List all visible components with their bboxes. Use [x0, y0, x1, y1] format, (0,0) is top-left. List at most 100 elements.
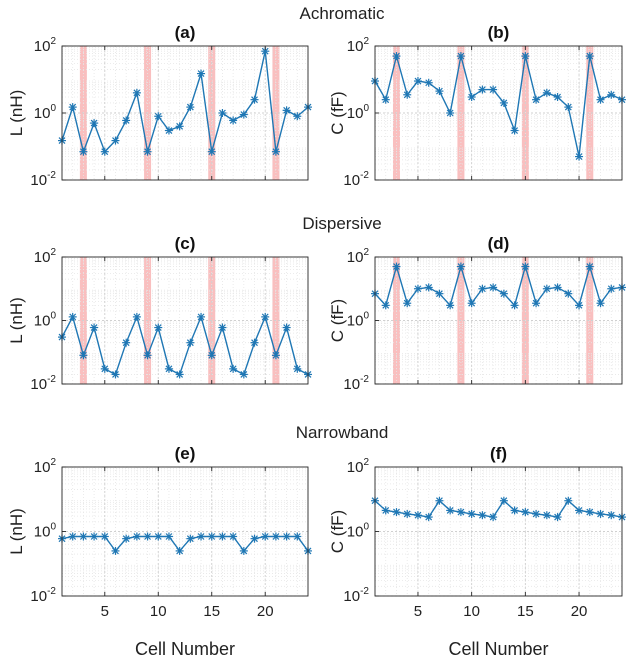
data-point [478, 85, 487, 94]
series-line [61, 51, 309, 155]
data-point [585, 52, 594, 61]
data-point [250, 534, 259, 543]
ytick-label: 100 [34, 103, 57, 122]
row-title: Dispersive [302, 214, 381, 233]
data-point [90, 119, 99, 128]
data-point [564, 103, 573, 112]
data-point [392, 262, 401, 271]
data-point [197, 312, 206, 321]
data-point [186, 103, 195, 112]
series-line [61, 314, 309, 376]
ylabel: L (nH) [7, 508, 26, 555]
data-point [261, 532, 270, 541]
data-point [154, 112, 163, 121]
panel-title: (d) [488, 234, 510, 253]
row-title: Achromatic [299, 4, 385, 23]
data-point [111, 546, 120, 555]
data-point [489, 85, 498, 94]
data-point [90, 323, 99, 332]
data-point [478, 284, 487, 293]
data-point [218, 109, 227, 117]
data-point [596, 95, 605, 104]
data-point [553, 283, 562, 292]
data-point [143, 351, 152, 360]
data-point [282, 106, 291, 115]
ytick-label: 100 [347, 103, 370, 122]
data-point [229, 364, 238, 373]
data-point [197, 69, 206, 78]
data-point [250, 338, 259, 347]
data-point [239, 110, 248, 119]
data-point [261, 312, 270, 321]
series-line [374, 53, 623, 157]
data-point [111, 370, 120, 379]
data-point [186, 338, 195, 347]
ytick-label: 102 [347, 457, 370, 476]
data-point [164, 126, 173, 135]
data-point [542, 511, 551, 520]
data-point [68, 103, 77, 112]
data-point [413, 284, 422, 293]
data-point [575, 506, 584, 515]
data-point [435, 87, 444, 96]
panel: 102 100 10-2 (b) C (fF) [328, 23, 626, 189]
data-point [154, 323, 163, 332]
data-point [132, 532, 141, 541]
data-point [564, 289, 573, 298]
data-point [392, 508, 401, 517]
xtick-label: 5 [101, 603, 109, 620]
data-point [239, 370, 248, 379]
panel: 102 100 10-2 (c) L (nH) [7, 234, 312, 393]
data-point [79, 147, 88, 156]
xtick-label: 15 [517, 603, 534, 620]
data-point [499, 496, 508, 505]
panel: 102 100 10-2 (a) L (nH) [7, 23, 312, 189]
data-point [446, 109, 455, 117]
ytick-label: 10-2 [30, 374, 56, 393]
ytick-label: 10-2 [343, 374, 369, 393]
ytick-label: 100 [347, 522, 370, 541]
data-point [596, 299, 605, 308]
data-point [143, 147, 152, 156]
data-point [403, 90, 412, 99]
data-point [542, 284, 551, 293]
ytick-label: 10-2 [343, 586, 369, 605]
ytick-label: 102 [34, 247, 57, 266]
data-point [532, 509, 541, 518]
data-point [68, 312, 77, 321]
data-point [510, 506, 519, 515]
data-point [467, 299, 476, 308]
data-point [413, 511, 422, 520]
data-point [100, 364, 109, 373]
xtick-label: 5 [414, 603, 422, 620]
data-point [392, 52, 401, 61]
data-point [532, 299, 541, 308]
data-point [424, 283, 433, 292]
data-point [413, 77, 422, 86]
ytick-label: 10-2 [30, 170, 56, 189]
data-point [446, 506, 455, 515]
data-point [68, 532, 77, 541]
data-point [424, 78, 433, 87]
data-point [381, 506, 390, 515]
data-point [424, 513, 433, 522]
data-point [467, 509, 476, 518]
data-point [489, 283, 498, 292]
data-point [164, 364, 173, 373]
data-point [282, 323, 291, 332]
ytick-label: 10-2 [30, 586, 56, 605]
panel-title: (b) [488, 23, 510, 42]
data-point [154, 532, 163, 541]
data-point [229, 532, 238, 541]
data-point [478, 511, 487, 520]
xtick-label: 10 [463, 603, 480, 620]
data-point [607, 511, 616, 520]
data-point [122, 534, 131, 543]
data-point [585, 262, 594, 271]
data-point [596, 509, 605, 518]
series-line [374, 499, 623, 518]
data-point [542, 88, 551, 97]
xtick-label: 10 [150, 603, 167, 620]
data-point [164, 532, 173, 541]
